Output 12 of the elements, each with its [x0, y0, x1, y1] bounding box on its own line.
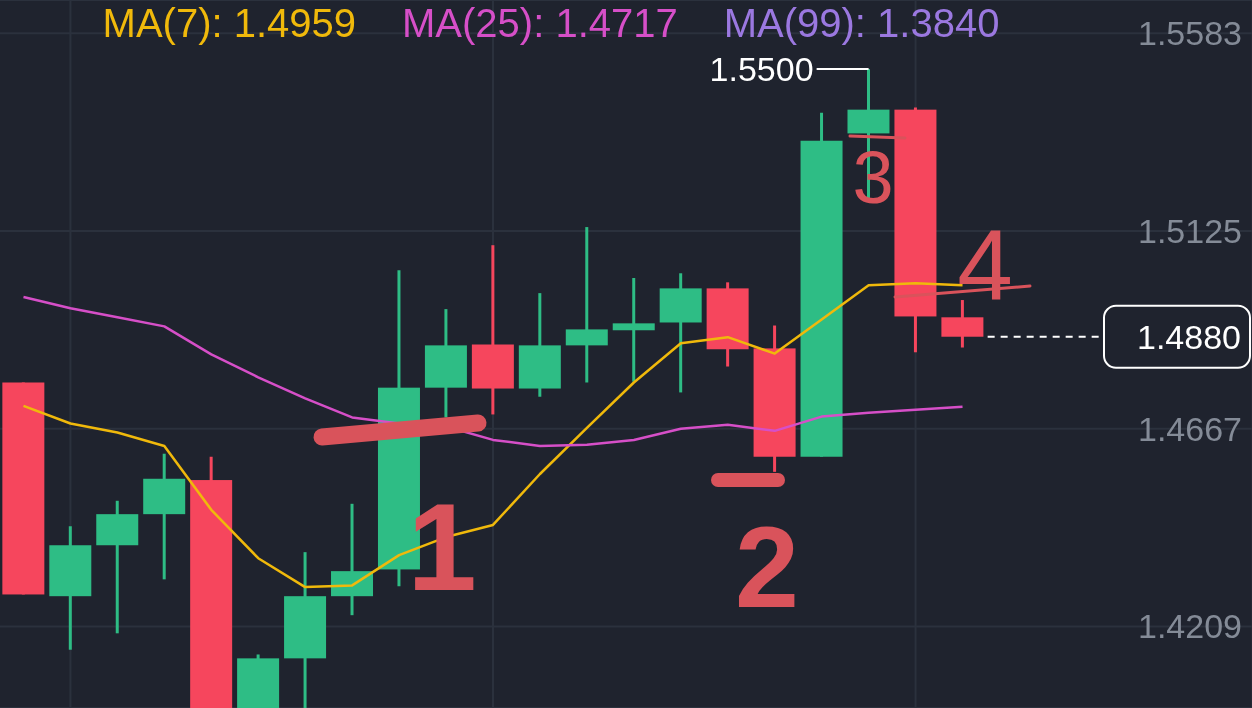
annotation: 1.5500: [709, 50, 814, 89]
legend-label: MA(99): 1.3840: [723, 0, 1000, 46]
candlestick: [612, 278, 655, 382]
text: MA(25): 1.4717: [402, 0, 678, 46]
y-tick-label: 1.4209: [1138, 607, 1242, 646]
ref-line-label: 1.4880: [1137, 317, 1241, 356]
candlestick: [565, 227, 608, 383]
text: MA(7): 1.4959: [102, 0, 357, 46]
y-tick-label: 1.5583: [1138, 14, 1242, 53]
y-tick-label: 1.4667: [1138, 409, 1242, 448]
y-tick-label: 1.5125: [1138, 211, 1242, 250]
annotation: 2: [735, 503, 799, 631]
